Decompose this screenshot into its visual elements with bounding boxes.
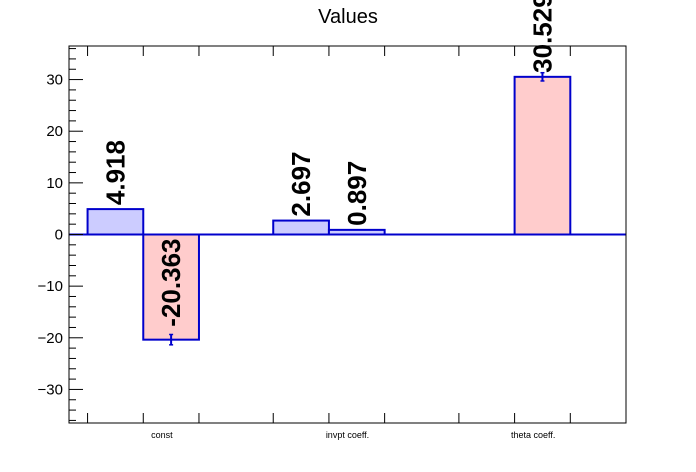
x-category-label-1: invpt coeff. (326, 430, 369, 440)
data-label-2: 2.697 (286, 151, 316, 216)
x-category-label-0: const (151, 430, 173, 440)
chart-title: Values (318, 6, 378, 28)
bar-4 (513, 75, 572, 236)
y-tick-label-6: 30 (46, 72, 63, 89)
y-tick-label-1: −20 (38, 330, 63, 347)
y-tick-label-4: 10 (46, 175, 63, 192)
y-tick-label-3: 0 (55, 227, 63, 244)
bar-2 (272, 219, 330, 236)
axes-layer: −30 −20 −10 0 10 20 30 const invpt coeff. theta c… (38, 45, 627, 440)
y-tick-label-2: −10 (38, 278, 63, 295)
bar-0 (86, 208, 145, 236)
data-label-3: 0.897 (342, 161, 372, 226)
data-label-4: 30.529 (527, 0, 557, 73)
data-labels-layer: 4.918 -20.363 2.697 0.897 30.529 (100, 0, 557, 327)
bar-1 (142, 233, 200, 341)
bars-layer (86, 71, 572, 346)
data-label-1: -20.363 (156, 239, 186, 327)
data-label-0: 4.918 (100, 140, 130, 205)
y-tick-label-0: −30 (38, 381, 63, 398)
x-category-label-2: theta coeff. (511, 430, 555, 440)
y-tick-label-5: 20 (46, 123, 63, 140)
